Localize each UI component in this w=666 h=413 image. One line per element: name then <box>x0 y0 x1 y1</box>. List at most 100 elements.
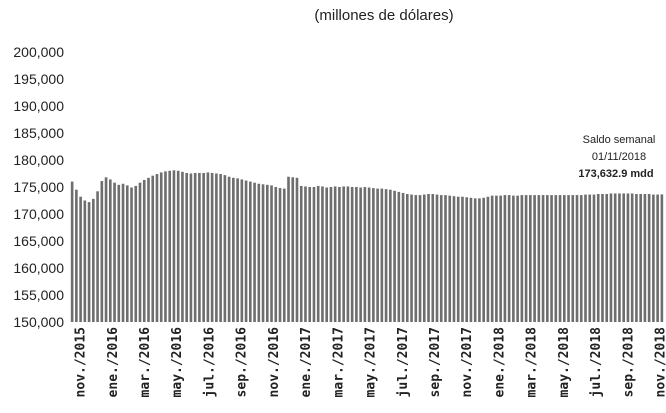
bar <box>70 181 74 322</box>
bar <box>219 174 222 322</box>
bar <box>121 183 125 322</box>
bar <box>529 195 532 322</box>
bar <box>384 189 388 322</box>
bar <box>189 173 193 322</box>
bar <box>96 191 99 322</box>
bar <box>571 195 575 322</box>
bar <box>486 196 490 322</box>
bar <box>350 187 354 322</box>
x-tick-label: ene./2018 <box>492 327 507 398</box>
bar <box>601 194 604 322</box>
bar <box>405 194 409 322</box>
bar <box>164 171 167 322</box>
bar <box>639 194 642 322</box>
bar <box>142 179 146 322</box>
bar <box>363 187 367 322</box>
bar <box>270 185 273 322</box>
annotation-date: 01/11/2018 <box>592 151 646 163</box>
y-tick-label: 160,000 <box>13 260 64 276</box>
bar <box>490 195 494 322</box>
bar <box>389 189 392 322</box>
bar <box>541 195 545 322</box>
bar <box>647 194 651 322</box>
bar <box>626 193 630 322</box>
bars <box>70 170 664 322</box>
bar <box>299 185 303 322</box>
bar <box>240 179 244 322</box>
bar <box>151 175 155 322</box>
bar <box>439 195 443 322</box>
bar <box>465 197 469 322</box>
bar <box>546 195 549 322</box>
bar <box>503 195 507 322</box>
bar <box>359 187 362 322</box>
y-tick-label: 150,000 <box>13 314 64 330</box>
bar <box>346 186 350 322</box>
bar <box>482 197 485 322</box>
bar <box>588 194 592 322</box>
y-tick-label: 185,000 <box>13 125 64 141</box>
bar <box>206 172 210 322</box>
bar <box>401 192 405 322</box>
x-tick-label: sep./2017 <box>428 327 443 397</box>
bar <box>355 187 358 322</box>
bar <box>461 196 464 322</box>
x-tick-label: mar./2016 <box>138 327 153 398</box>
bar <box>236 178 239 322</box>
bar <box>287 176 290 322</box>
bar <box>422 194 426 322</box>
bar <box>257 183 261 322</box>
annotation-value: 173,632.9 mdd <box>578 168 653 180</box>
x-tick-label: nov./2017 <box>460 327 475 397</box>
bar <box>125 185 129 322</box>
bar <box>92 198 95 322</box>
y-tick-label: 155,000 <box>13 287 64 303</box>
bar <box>104 177 108 322</box>
bar <box>579 195 583 322</box>
bar <box>618 193 621 322</box>
bar <box>108 179 112 322</box>
bar <box>113 182 116 322</box>
bar <box>575 195 579 322</box>
bar <box>605 194 609 322</box>
x-tick-label: mar./2018 <box>525 327 540 398</box>
bar <box>414 195 418 322</box>
bar <box>372 188 375 322</box>
bar <box>312 187 316 322</box>
bar <box>596 194 600 322</box>
bar <box>609 193 613 322</box>
bar <box>210 172 214 322</box>
bar <box>524 195 528 322</box>
bar <box>134 185 138 322</box>
bar <box>333 186 337 322</box>
bar <box>155 174 159 322</box>
x-tick-label: sep./2016 <box>235 327 250 398</box>
y-tick-label: 175,000 <box>13 179 64 195</box>
bar <box>512 195 515 322</box>
bar <box>232 177 235 322</box>
bar <box>397 191 401 322</box>
bar <box>215 173 218 322</box>
x-tick-label: may./2017 <box>364 327 379 397</box>
bar <box>295 177 299 322</box>
bar <box>138 182 142 322</box>
bar <box>516 195 519 322</box>
bar <box>130 187 133 322</box>
bar <box>495 195 498 322</box>
bar <box>533 195 536 322</box>
bar <box>87 202 91 322</box>
bar <box>367 187 371 322</box>
bar <box>316 185 320 322</box>
bar <box>660 194 664 322</box>
bar <box>342 186 345 322</box>
bar <box>249 181 252 322</box>
bar <box>168 170 172 322</box>
y-tick-label: 190,000 <box>13 98 64 114</box>
bar <box>473 198 477 322</box>
bar <box>456 196 460 322</box>
bar <box>338 187 341 322</box>
bar <box>444 195 447 322</box>
y-tick-label: 170,000 <box>13 206 64 222</box>
x-tick-label: jul./2017 <box>396 327 411 397</box>
